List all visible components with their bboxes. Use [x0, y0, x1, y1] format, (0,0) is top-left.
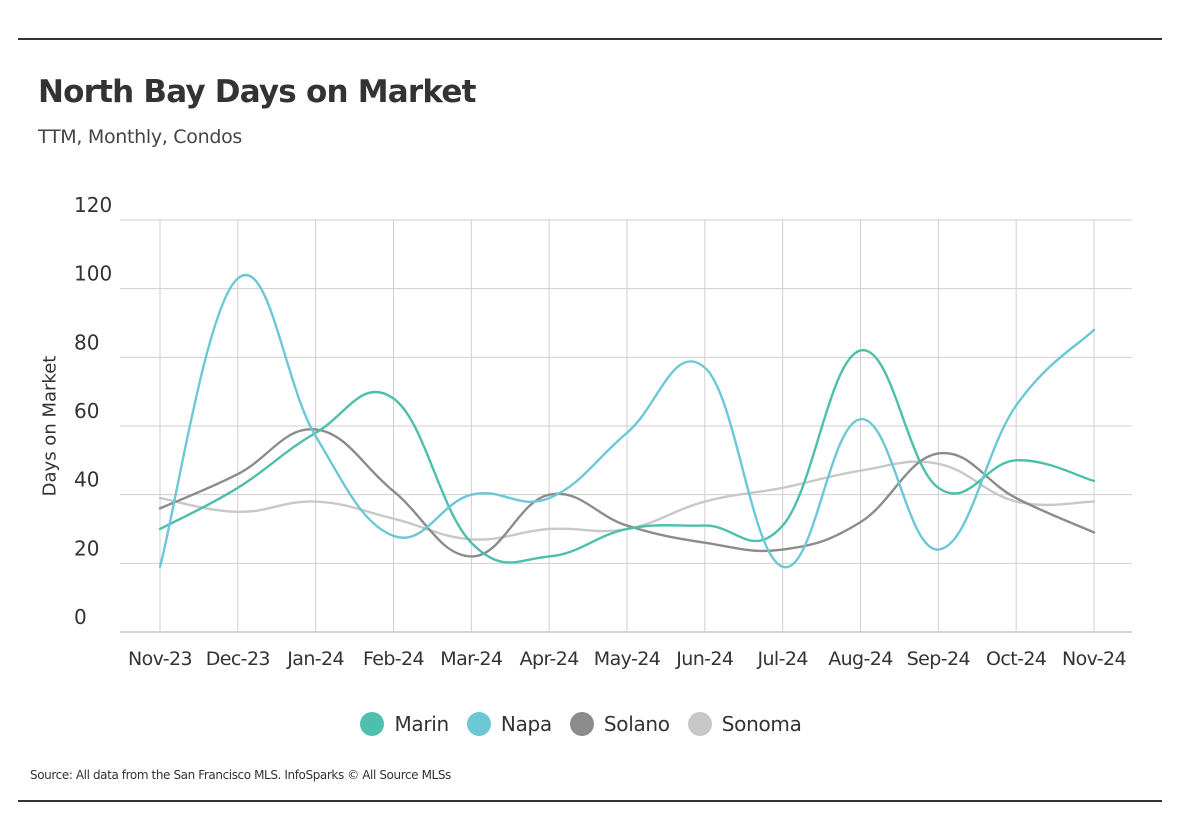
x-tick-label: Jul-24: [756, 648, 808, 670]
legend-label: Sonoma: [721, 712, 802, 736]
y-tick-label: 20: [74, 536, 99, 560]
legend-swatch: [466, 712, 491, 736]
y-tick-label: 0: [74, 605, 87, 629]
x-tick-label: Mar-24: [440, 648, 503, 670]
legend: Marin Napa Solano Sonoma: [0, 712, 1162, 736]
x-tick-label: Apr-24: [520, 648, 580, 670]
x-tick-label: May-24: [594, 648, 661, 670]
tick-label-layer: 0 20 40 60 80 100 120 Nov-23 Dec-23 Jan-24 Feb-24 M…: [74, 193, 1127, 670]
chart-subtitle: TTM, Monthly, Condos: [38, 126, 243, 148]
legend-label: Marin: [394, 712, 449, 736]
x-tick-label: Oct-24: [986, 648, 1047, 670]
x-tick-label: Jun-24: [675, 648, 734, 670]
legend-item-napa: Napa: [466, 712, 552, 736]
legend-item-sonoma: Sonoma: [687, 712, 802, 736]
legend-swatch: [687, 712, 712, 736]
x-tick-label: Nov-23: [128, 648, 192, 670]
top-rule: [18, 38, 1162, 40]
x-tick-label: Feb-24: [363, 648, 425, 670]
series-line-napa: [158, 274, 1096, 568]
series-line-solano: [158, 428, 1096, 558]
source-note: Source: All data from the San Francisco …: [30, 768, 451, 782]
y-tick-label: 80: [74, 330, 99, 354]
y-tick-label: 40: [74, 468, 99, 492]
y-tick-label: 60: [74, 399, 99, 423]
legend-item-solano: Solano: [569, 712, 670, 736]
x-tick-label: Aug-24: [828, 648, 893, 670]
grid-layer: [120, 219, 1132, 633]
legend-label: Solano: [603, 712, 670, 736]
legend-label: Napa: [500, 712, 552, 736]
series-line-marin: [158, 349, 1096, 564]
x-tick-label: Nov-24: [1062, 648, 1127, 670]
legend-swatch: [360, 712, 385, 736]
series-layer: [158, 274, 1096, 568]
chart-title: North Bay Days on Market: [38, 74, 476, 110]
x-tick-label: Sep-24: [907, 648, 971, 670]
x-tick-label: Dec-23: [206, 648, 270, 670]
legend-item-marin: Marin: [360, 712, 449, 736]
x-tick-label: Jan-24: [286, 648, 344, 670]
y-tick-label: 120: [74, 193, 112, 217]
y-tick-label: 100: [74, 262, 112, 286]
legend-swatch: [569, 712, 594, 736]
bottom-rule: [18, 800, 1162, 802]
